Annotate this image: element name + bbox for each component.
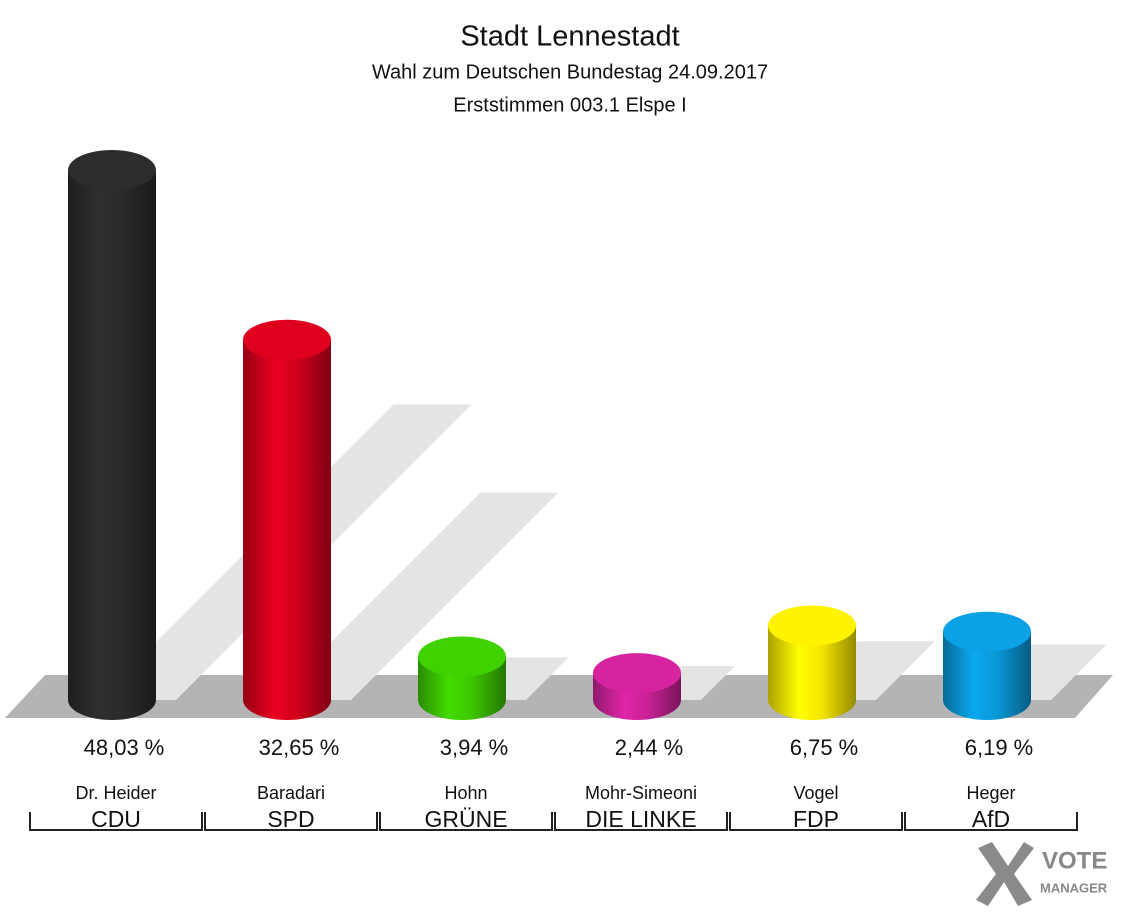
bar-top bbox=[943, 611, 1031, 652]
chart-subtitle: Wahl zum Deutschen Bundestag 24.09.2017 bbox=[372, 61, 768, 83]
logo: VOTE MANAGER bbox=[976, 842, 1108, 906]
bar-shadow bbox=[273, 492, 559, 700]
chart-subtitle: Erststimmen 003.1 Elspe I bbox=[453, 94, 686, 116]
category-bracket bbox=[729, 812, 903, 831]
bar-top bbox=[418, 636, 506, 677]
x-tick-label: CDU bbox=[91, 806, 141, 832]
bar bbox=[768, 625, 856, 720]
category-bracket bbox=[204, 812, 378, 831]
category-bracket bbox=[554, 812, 728, 831]
x-tick-label: SPD bbox=[267, 806, 314, 832]
candidate-label: Hohn bbox=[444, 783, 487, 803]
logo-text: MANAGER bbox=[1040, 880, 1108, 895]
x-tick-label: DIE LINKE bbox=[585, 806, 696, 832]
value-label: 6,19 % bbox=[965, 735, 1034, 760]
candidate-label: Mohr-Simeoni bbox=[585, 783, 697, 803]
candidate-label: Dr. Heider bbox=[75, 783, 156, 803]
category-bracket bbox=[904, 812, 1078, 831]
x-tick-label: FDP bbox=[793, 806, 839, 832]
bar bbox=[943, 631, 1031, 720]
value-label: 32,65 % bbox=[259, 735, 340, 760]
logo-mark bbox=[976, 842, 1034, 906]
value-label: 6,75 % bbox=[790, 735, 859, 760]
value-label: 2,44 % bbox=[615, 735, 684, 760]
bar-top bbox=[768, 605, 856, 646]
category-bracket bbox=[379, 812, 553, 831]
chart-title: Stadt Lennestadt bbox=[460, 21, 679, 53]
value-label: 48,03 % bbox=[84, 735, 165, 760]
category-bracket bbox=[29, 812, 203, 831]
x-tick-label: GRÜNE bbox=[424, 806, 507, 832]
candidate-label: Vogel bbox=[793, 783, 838, 803]
candidate-label: Heger bbox=[966, 783, 1015, 803]
bar bbox=[243, 339, 331, 720]
bar-top bbox=[243, 319, 331, 360]
candidate-label: Baradari bbox=[257, 783, 325, 803]
logo-text: VOTE bbox=[1042, 847, 1107, 874]
bar bbox=[68, 170, 156, 720]
bar-top bbox=[593, 653, 681, 694]
x-tick-label: AfD bbox=[972, 806, 1010, 832]
value-label: 3,94 % bbox=[440, 735, 509, 760]
bar-top bbox=[68, 150, 156, 190]
